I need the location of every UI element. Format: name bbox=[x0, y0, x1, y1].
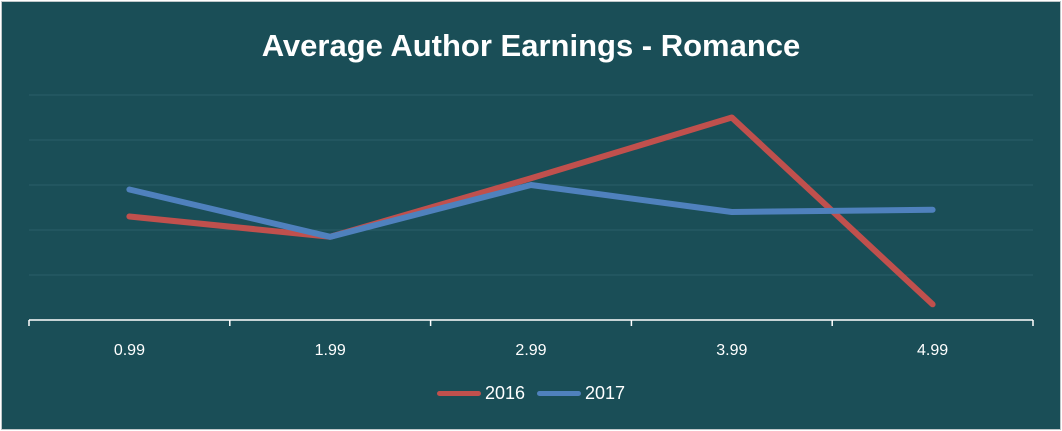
x-tick-label: 3.99 bbox=[716, 342, 747, 359]
legend-item-2016: 2016 bbox=[436, 383, 525, 404]
chart-title: Average Author Earnings - Romance bbox=[261, 28, 801, 63]
legend-swatch-2017 bbox=[537, 391, 581, 396]
x-tick-label: 1.99 bbox=[315, 342, 346, 359]
legend-swatch-2016 bbox=[436, 391, 481, 396]
x-tick-label: 2.99 bbox=[515, 342, 546, 359]
legend: 2016 2017 bbox=[0, 383, 1062, 404]
x-axis: 0.99 1.99 2.99 3.99 4.99 bbox=[28, 319, 1034, 359]
x-tick-label: 0.99 bbox=[114, 342, 145, 359]
x-tick-label: 4.99 bbox=[917, 342, 948, 359]
legend-item-2017: 2017 bbox=[537, 383, 625, 404]
legend-label-2017: 2017 bbox=[585, 383, 626, 403]
legend-label-2016: 2016 bbox=[484, 383, 525, 403]
series-lines bbox=[126, 114, 936, 308]
